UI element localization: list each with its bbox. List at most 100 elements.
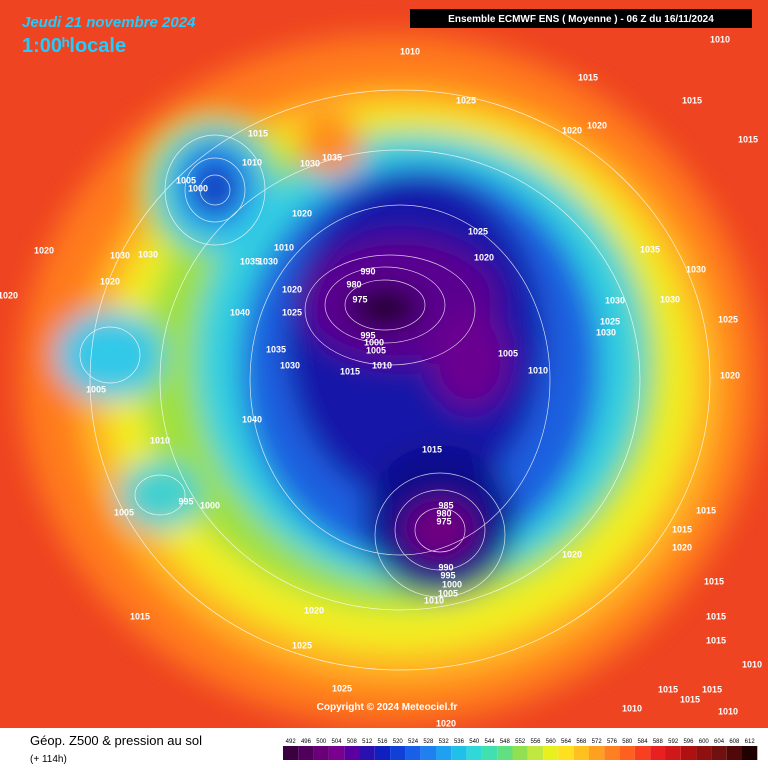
pressure-label: 1005: [114, 507, 134, 517]
pressure-label: 1015: [130, 611, 150, 621]
scale-swatch: [298, 746, 314, 760]
scale-swatch: [405, 746, 421, 760]
pressure-label: 975: [436, 516, 451, 526]
pressure-label: 1040: [242, 414, 262, 424]
pressure-label: 1015: [578, 72, 598, 82]
copyright: Copyright © 2024 Meteociel.fr: [317, 702, 458, 713]
scale-label: 508: [347, 739, 358, 745]
scale-swatch: [742, 746, 758, 760]
pressure-label: 1020: [436, 718, 456, 728]
pressure-label: 1010: [742, 659, 762, 669]
scale-label: 592: [668, 739, 679, 745]
pressure-label: 1035: [240, 256, 260, 266]
scale-label: 528: [423, 739, 434, 745]
pressure-label: 1020: [100, 276, 120, 286]
scale-swatch: [634, 746, 651, 760]
pressure-label: 995: [440, 570, 455, 580]
scale-label: 548: [500, 739, 511, 745]
scale-swatch: [481, 746, 498, 760]
pressure-label: 975: [352, 294, 367, 304]
pressure-label: 1030: [110, 250, 130, 260]
scale-swatch: [344, 746, 360, 760]
pressure-label: 1025: [600, 316, 620, 326]
scale-label: 584: [638, 739, 649, 745]
scale-swatch: [283, 746, 299, 760]
scale-swatch: [497, 746, 513, 760]
scale-swatch: [573, 746, 589, 760]
scale-label: 500: [316, 739, 327, 745]
scale-label: 552: [515, 739, 526, 745]
pressure-label: 1000: [188, 183, 208, 193]
pressure-label: 1025: [718, 314, 738, 324]
scale-label: 568: [576, 739, 587, 745]
pressure-label: 990: [438, 562, 453, 572]
scale-label: 516: [377, 739, 388, 745]
scale-label: 492: [286, 739, 297, 745]
scale-label: 532: [439, 739, 450, 745]
pressure-label: 1020: [292, 208, 312, 218]
map-field: [0, 0, 768, 728]
scale-swatch: [328, 746, 345, 760]
scale-swatch: [558, 746, 574, 760]
scale-swatch: [313, 746, 329, 760]
pressure-label: 1015: [658, 684, 678, 694]
pressure-label: 1025: [332, 683, 352, 693]
pressure-label: 1020: [0, 290, 18, 300]
pressure-label: 1020: [562, 549, 582, 559]
lead-time: (+ 114h): [30, 754, 67, 765]
pressure-label: 1015: [706, 635, 726, 645]
pressure-label: 1015: [704, 576, 724, 586]
pressure-label: 1015: [422, 444, 442, 454]
pressure-label: 1005: [86, 384, 106, 394]
pressure-label: 1005: [438, 588, 458, 598]
pressure-label: 980: [436, 508, 451, 518]
scale-swatch: [604, 746, 620, 760]
pressure-label: 1015: [672, 524, 692, 534]
pressure-label: 1025: [292, 640, 312, 650]
pressure-label: 1030: [686, 264, 706, 274]
pressure-label: 1020: [562, 125, 582, 135]
pressure-label: 1025: [282, 307, 302, 317]
pressure-label: 1030: [138, 249, 158, 259]
pressure-label: 1020: [672, 542, 692, 552]
color-scale: 492 496 500 504 508 512 516 520 524 528 532 536 540 5…: [283, 739, 758, 760]
pressure-label: 1010: [274, 242, 294, 252]
scale-swatch: [359, 746, 375, 760]
pressure-label: 1035: [266, 344, 286, 354]
scale-swatch: [650, 746, 666, 760]
pressure-label: 1010: [528, 365, 548, 375]
scale-label: 560: [546, 739, 557, 745]
scale-swatch: [374, 746, 391, 760]
scale-swatch: [527, 746, 544, 760]
scale-swatch: [619, 746, 635, 760]
scale-swatch: [696, 746, 712, 760]
scale-label: 596: [683, 739, 694, 745]
scale-label: 588: [653, 739, 664, 745]
pressure-label: 1010: [622, 703, 642, 713]
pressure-label: 1005: [176, 175, 196, 185]
pressure-label: 1035: [322, 152, 342, 162]
pressure-label: 1000: [442, 579, 462, 589]
scale-swatch: [466, 746, 482, 760]
date: Jeudi 21 novembre 2024: [22, 14, 196, 31]
scale-swatch: [543, 746, 559, 760]
scale-label: 504: [332, 739, 343, 745]
pressure-label: 1010: [424, 595, 444, 605]
pressure-label: 1025: [468, 226, 488, 236]
scale-label: 604: [714, 739, 725, 745]
scale-swatch: [711, 746, 727, 760]
scale-swatch: [589, 746, 605, 760]
pressure-label: 1030: [280, 360, 300, 370]
pressure-label: 1015: [702, 684, 722, 694]
scale-label: 524: [408, 739, 419, 745]
pressure-label: 995: [178, 496, 193, 506]
pressure-label: 1000: [364, 337, 384, 347]
pressure-label: 1020: [587, 120, 607, 130]
scale-swatch: [420, 746, 436, 760]
pressure-label: 1010: [242, 157, 262, 167]
pressure-label: 1030: [605, 295, 625, 305]
scale-label: 608: [729, 739, 740, 745]
pressure-label: 1015: [696, 505, 716, 515]
footer-title: Géop. Z500 & pression au sol: [30, 733, 202, 748]
scale-label: 556: [530, 739, 541, 745]
